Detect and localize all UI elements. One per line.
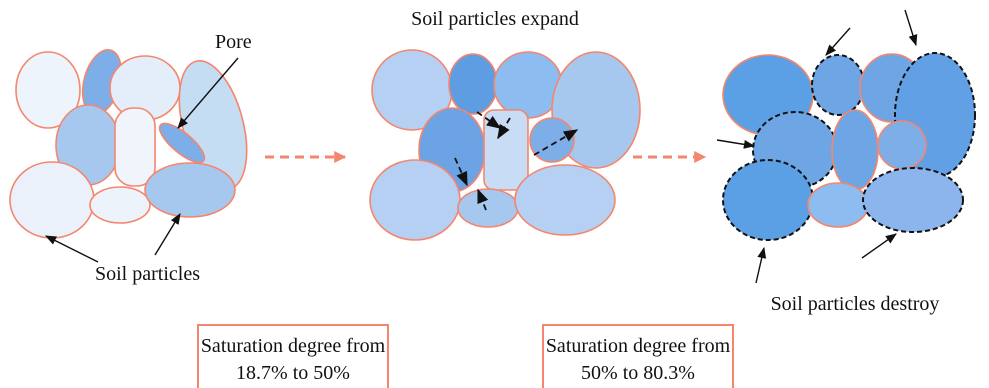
destroy-label: Soil particles destroy <box>771 293 940 315</box>
expand-label: Soil particles expand <box>411 8 579 30</box>
pore-label: Pore <box>215 31 252 53</box>
destroy-arrow <box>826 28 850 55</box>
destroy-arrow <box>756 248 764 283</box>
particle-arrow <box>46 236 98 262</box>
stage-3-particles <box>723 53 975 240</box>
stage-text: 18.7% to 50% <box>236 362 350 384</box>
destroy-arrow <box>905 10 916 45</box>
stage-text: Saturation degree from <box>546 335 731 357</box>
particle-arrow <box>155 214 180 255</box>
diagram: Pore Soil particles Soil particles expan… <box>0 0 989 388</box>
particles-label: Soil particles <box>95 263 200 285</box>
stage-1-particles <box>10 45 259 238</box>
stage-text: 50% to 80.3% <box>581 362 695 384</box>
destroy-arrow <box>717 140 754 146</box>
destroy-arrow <box>862 234 896 258</box>
stage-2-particles <box>370 50 640 240</box>
stage-text: Saturation degree from <box>201 335 386 357</box>
